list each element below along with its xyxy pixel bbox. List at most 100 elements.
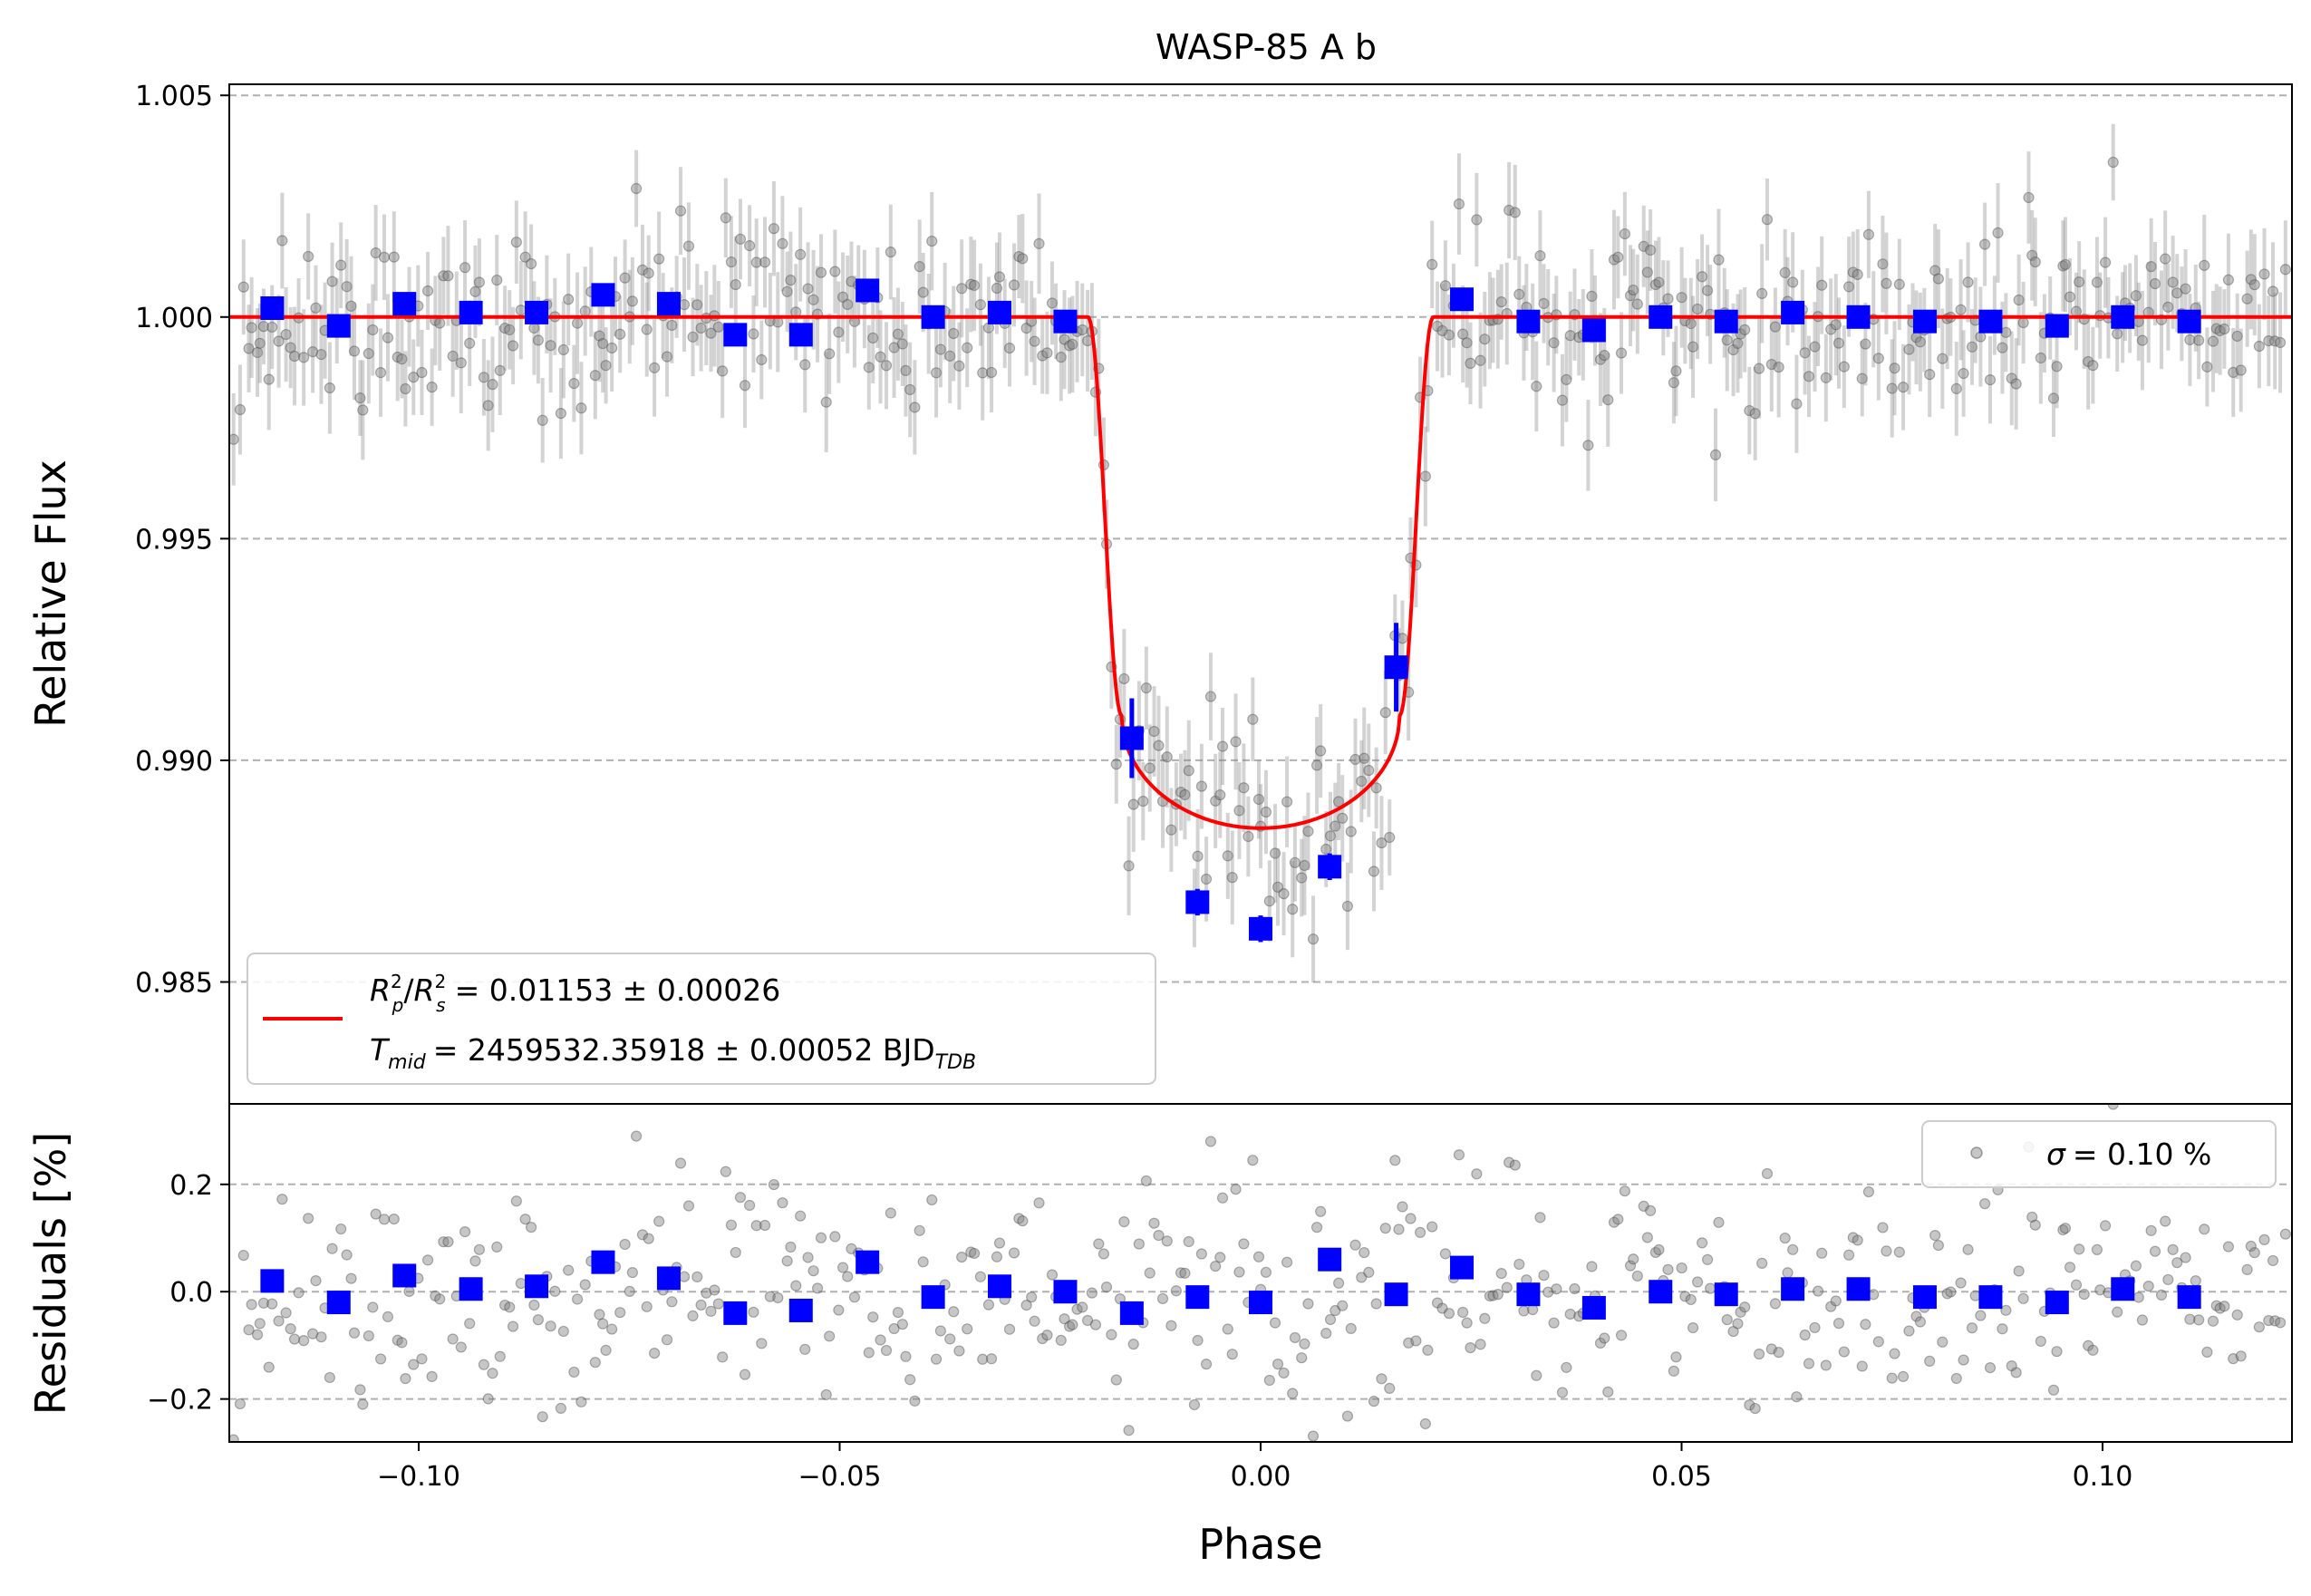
residual-point [1569,1282,1581,1295]
residual-point [1204,1136,1217,1147]
raw-point [499,322,511,334]
raw-point [1333,796,1345,808]
residual-point [1153,1230,1165,1242]
raw-point [2010,378,2022,390]
raw-point [2099,256,2112,268]
residual-point [2006,1360,2017,1372]
residual-point [455,1341,467,1353]
raw-point [345,300,357,312]
binned-point [591,283,615,307]
raw-point [494,364,506,376]
residual-point [307,1328,319,1340]
residual-point [1548,1317,1560,1329]
residual-point [2279,1228,2291,1240]
raw-point [246,322,257,334]
raw-point [1020,323,1032,334]
raw-point [571,317,584,329]
residual-point [1110,1374,1122,1386]
residual-point [1269,1317,1281,1329]
raw-point [504,324,516,335]
residual-point [1008,1247,1020,1259]
residual-point [1782,1267,1794,1279]
raw-point [421,285,434,297]
residual-point [1315,1205,1327,1217]
residual-point [1393,1224,1405,1235]
raw-point [1773,361,1784,373]
raw-point [1809,341,1821,353]
raw-point [1260,806,1272,818]
residual-point [2248,1247,2260,1259]
residual-point [1978,1198,1991,1210]
residual-point [1779,1232,1791,1244]
residual-point [257,1297,270,1309]
raw-point [968,279,981,291]
residual-point [687,1310,699,1321]
raw-point [744,240,756,252]
raw-point [1697,271,1708,283]
binned-point [1450,287,1475,312]
residual-point [1705,1282,1716,1294]
raw-point [1307,933,1320,945]
residual-point [1436,1302,1448,1314]
raw-point [991,282,1003,295]
raw-point [2149,277,2161,290]
raw-point [1886,382,1898,394]
light-curve-legend: R2 p/R2 s = 0.01153 ± 0.00026 Tmid = 2459532… [247,953,1156,1085]
residual-point [1769,1298,1781,1310]
binned-point [1714,309,1738,334]
raw-point [2267,285,2279,297]
x-axis-ticks: −0.10 −0.05 0.00 0.05 0.10 [377,1442,2132,1493]
binned-residual-point [2177,1285,2201,1310]
residual-point [1093,1238,1105,1250]
raw-point [1077,324,1088,336]
residual-point [2026,1211,2038,1224]
binned-point [1846,305,1871,329]
residual-point [1148,1217,1160,1229]
residual-point [1641,1232,1653,1243]
binned-residual-point [1581,1295,1606,1320]
raw-point [2199,259,2210,271]
residual-point [1422,1344,1434,1356]
residual-point [1893,1246,1905,1258]
residual-point [2245,1240,2257,1253]
residual-point [1296,1352,1308,1364]
binned-residual-point [1516,1282,1541,1307]
raw-point [276,235,288,247]
residual-point [1615,1330,1628,1341]
raw-point [1368,866,1380,877]
residual-point [2029,1219,2041,1231]
binned-point [1781,300,1805,324]
raw-point [1140,682,1152,694]
raw-point [1330,820,1341,832]
raw-point [904,383,916,396]
residual-point [2142,1281,2154,1292]
binned-residual-point [591,1250,615,1274]
residual-point [811,1282,824,1294]
residual-point [2064,1262,2076,1273]
raw-point [1363,764,1375,777]
residual-point [1727,1325,1739,1338]
raw-point [442,270,454,282]
raw-point [2207,335,2219,347]
raw-point [2162,301,2174,313]
residual-point [1222,1323,1233,1335]
residual-point [421,1254,434,1266]
raw-point [1631,298,1643,310]
residual-point [1183,1235,1194,1248]
raw-point [1183,765,1194,777]
residual-point [1216,1192,1229,1204]
residual-point [1799,1329,1811,1341]
raw-point [705,327,717,339]
raw-point [2035,352,2046,364]
raw-point [482,400,494,411]
raw-point [1937,353,1948,364]
x-tick-label: −0.05 [798,1461,882,1493]
raw-point [348,345,361,357]
residual-point [2160,1215,2171,1227]
raw-point [1144,762,1156,774]
residual-point [442,1236,454,1248]
binned-residual-point [988,1274,1012,1299]
residual-point [948,1306,960,1318]
residual-point [2199,1224,2210,1235]
raw-point [400,382,411,395]
